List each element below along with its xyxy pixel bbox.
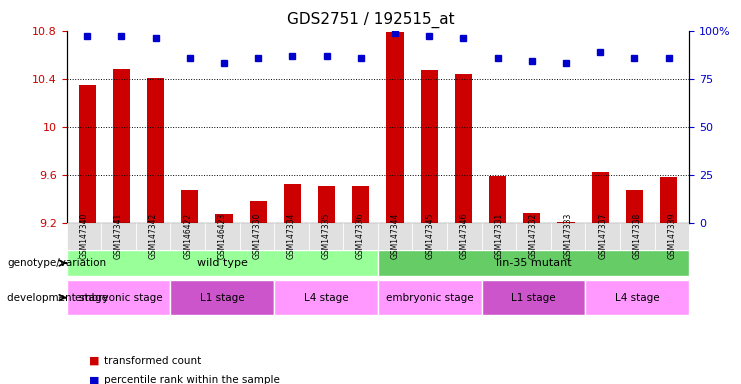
Text: GSM147337: GSM147337 bbox=[598, 213, 607, 259]
Bar bbox=[216, 214, 233, 223]
Text: wild type: wild type bbox=[197, 258, 247, 268]
FancyBboxPatch shape bbox=[585, 280, 689, 315]
Text: genotype/variation: genotype/variation bbox=[7, 258, 107, 268]
Text: GSM147331: GSM147331 bbox=[494, 213, 503, 259]
FancyBboxPatch shape bbox=[482, 223, 516, 250]
FancyBboxPatch shape bbox=[274, 223, 309, 250]
Bar bbox=[284, 184, 301, 223]
Bar bbox=[626, 190, 643, 223]
FancyBboxPatch shape bbox=[67, 250, 378, 276]
Text: L1 stage: L1 stage bbox=[511, 293, 556, 303]
FancyBboxPatch shape bbox=[67, 223, 102, 250]
Text: transformed count: transformed count bbox=[104, 356, 201, 366]
FancyBboxPatch shape bbox=[585, 223, 620, 250]
Text: GSM147340: GSM147340 bbox=[79, 213, 88, 259]
FancyBboxPatch shape bbox=[413, 223, 447, 250]
FancyBboxPatch shape bbox=[447, 223, 482, 250]
Text: ■: ■ bbox=[89, 375, 99, 384]
Bar bbox=[113, 69, 130, 223]
Bar bbox=[182, 190, 199, 223]
Bar bbox=[660, 177, 677, 223]
Text: L1 stage: L1 stage bbox=[200, 293, 245, 303]
Text: GSM147345: GSM147345 bbox=[425, 213, 434, 259]
Bar bbox=[147, 78, 165, 223]
Text: GSM147346: GSM147346 bbox=[460, 213, 469, 259]
Bar bbox=[455, 74, 472, 223]
FancyBboxPatch shape bbox=[516, 223, 551, 250]
FancyBboxPatch shape bbox=[274, 280, 378, 315]
Text: GSM147335: GSM147335 bbox=[322, 213, 330, 259]
Text: GDS2751 / 192515_at: GDS2751 / 192515_at bbox=[287, 12, 454, 28]
Text: GSM147333: GSM147333 bbox=[564, 213, 573, 259]
FancyBboxPatch shape bbox=[551, 223, 585, 250]
FancyBboxPatch shape bbox=[378, 280, 482, 315]
FancyBboxPatch shape bbox=[620, 223, 654, 250]
Bar bbox=[421, 70, 438, 223]
Text: development stage: development stage bbox=[7, 293, 108, 303]
Text: GSM147334: GSM147334 bbox=[287, 213, 296, 259]
FancyBboxPatch shape bbox=[205, 223, 239, 250]
Text: GSM147332: GSM147332 bbox=[529, 213, 538, 259]
Bar bbox=[557, 222, 574, 223]
Text: GSM147338: GSM147338 bbox=[633, 213, 642, 259]
FancyBboxPatch shape bbox=[378, 223, 413, 250]
Bar bbox=[352, 185, 369, 223]
Bar bbox=[489, 176, 506, 223]
Text: L4 stage: L4 stage bbox=[615, 293, 659, 303]
Text: percentile rank within the sample: percentile rank within the sample bbox=[104, 375, 279, 384]
Text: GSM147339: GSM147339 bbox=[668, 213, 677, 259]
Text: embryonic stage: embryonic stage bbox=[386, 293, 473, 303]
FancyBboxPatch shape bbox=[170, 280, 274, 315]
FancyBboxPatch shape bbox=[170, 223, 205, 250]
FancyBboxPatch shape bbox=[309, 223, 343, 250]
FancyBboxPatch shape bbox=[136, 223, 170, 250]
Bar bbox=[591, 172, 609, 223]
Text: GSM147330: GSM147330 bbox=[253, 213, 262, 259]
Text: GSM147342: GSM147342 bbox=[149, 213, 158, 259]
Bar bbox=[523, 213, 540, 223]
Bar bbox=[318, 185, 335, 223]
FancyBboxPatch shape bbox=[67, 280, 170, 315]
Text: GSM147341: GSM147341 bbox=[114, 213, 123, 259]
Text: ■: ■ bbox=[89, 356, 99, 366]
Bar bbox=[250, 201, 267, 223]
Text: L4 stage: L4 stage bbox=[304, 293, 348, 303]
Bar bbox=[387, 32, 404, 223]
Text: lin-35 mutant: lin-35 mutant bbox=[496, 258, 571, 268]
FancyBboxPatch shape bbox=[482, 280, 585, 315]
FancyBboxPatch shape bbox=[102, 223, 136, 250]
FancyBboxPatch shape bbox=[654, 223, 689, 250]
Text: embryonic stage: embryonic stage bbox=[75, 293, 162, 303]
Text: GSM146423: GSM146423 bbox=[218, 213, 227, 259]
Text: GSM146422: GSM146422 bbox=[183, 213, 192, 259]
FancyBboxPatch shape bbox=[343, 223, 378, 250]
FancyBboxPatch shape bbox=[239, 223, 274, 250]
Text: GSM147344: GSM147344 bbox=[391, 213, 399, 259]
Text: GSM147336: GSM147336 bbox=[356, 213, 365, 259]
Bar bbox=[79, 85, 96, 223]
FancyBboxPatch shape bbox=[378, 250, 689, 276]
